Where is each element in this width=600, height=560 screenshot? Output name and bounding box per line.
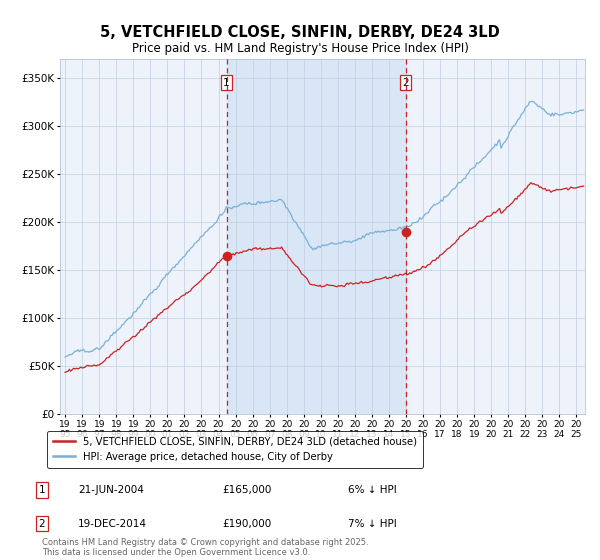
Legend: 5, VETCHFIELD CLOSE, SINFIN, DERBY, DE24 3LD (detached house), HPI: Average pric: 5, VETCHFIELD CLOSE, SINFIN, DERBY, DE24…	[47, 431, 423, 468]
Text: Price paid vs. HM Land Registry's House Price Index (HPI): Price paid vs. HM Land Registry's House …	[131, 42, 469, 55]
Text: 1: 1	[38, 485, 46, 495]
Bar	[227, 59, 406, 414]
Text: 5, VETCHFIELD CLOSE, SINFIN, DERBY, DE24 3LD: 5, VETCHFIELD CLOSE, SINFIN, DERBY, DE24…	[100, 25, 500, 40]
Text: £165,000: £165,000	[222, 485, 271, 495]
Text: 6% ↓ HPI: 6% ↓ HPI	[348, 485, 397, 495]
Text: £190,000: £190,000	[222, 519, 271, 529]
Text: 21-JUN-2004: 21-JUN-2004	[78, 485, 144, 495]
Text: 7% ↓ HPI: 7% ↓ HPI	[348, 519, 397, 529]
Text: 2: 2	[402, 78, 409, 88]
Text: 2: 2	[38, 519, 46, 529]
Text: Contains HM Land Registry data © Crown copyright and database right 2025.
This d: Contains HM Land Registry data © Crown c…	[42, 538, 368, 557]
Text: 1: 1	[223, 78, 230, 88]
Text: 19-DEC-2014: 19-DEC-2014	[78, 519, 147, 529]
